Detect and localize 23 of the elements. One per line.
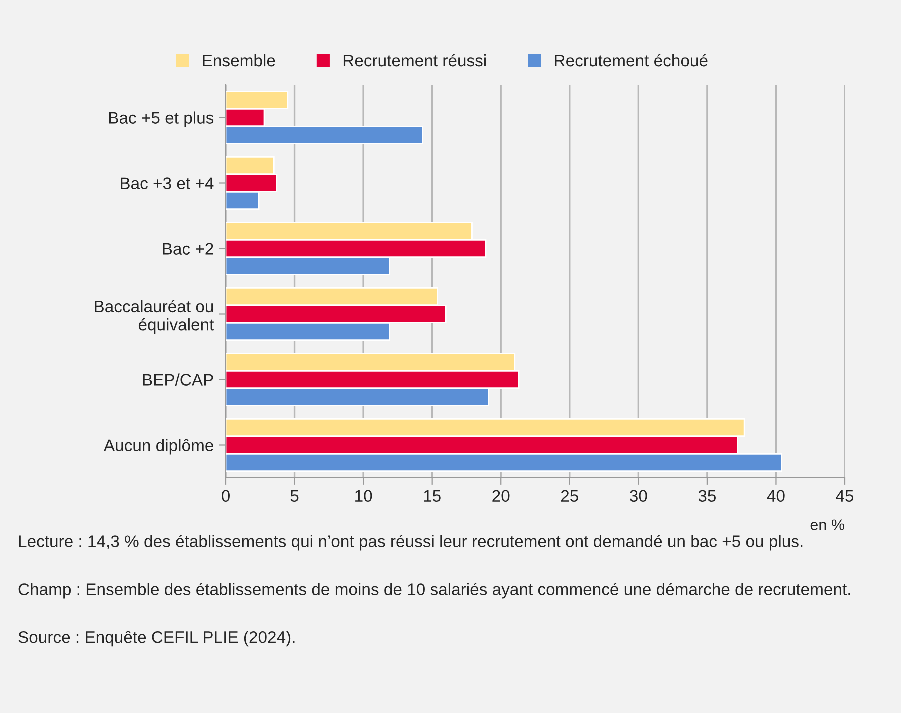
legend-label: Recrutement réussi	[344, 54, 486, 67]
x-tick-label: 45	[836, 490, 854, 502]
x-tick-label: 20	[492, 490, 510, 502]
x-tick-label: 15	[424, 490, 441, 502]
x-tick-label: 5	[290, 490, 299, 502]
y-tick-label: Bac +2	[163, 243, 214, 255]
y-tick-label: BEP/CAP	[143, 374, 214, 386]
x-axis-title: en %	[810, 520, 844, 530]
legend-label: Recrutement échoué	[555, 54, 708, 67]
y-tick-label: Bac +5 et plus	[109, 112, 214, 128]
y-tick-label: Baccalauréat ou équivalent	[95, 300, 214, 334]
y-tick-label: Bac +3 et +4	[121, 178, 214, 190]
x-tick-label: 25	[561, 490, 578, 502]
legend-label: Ensemble	[203, 54, 276, 67]
x-tick-label: 30	[630, 490, 648, 502]
text: Lecture : 14,3 % des établissements qui n’ont pas réussi leur recrutement ont demandé un bac +5 ou plus.	[19, 535, 803, 551]
x-tick-label: 10	[356, 490, 372, 502]
x-tick-label: 40	[767, 490, 785, 502]
x-tick-label: 0	[222, 490, 230, 502]
text: Champ : Ensemble des établissements de moins de 10 salariés ayant commencé une démarche de recrutement.	[18, 583, 850, 599]
y-tick-label: Aucun diplôme	[104, 439, 214, 455]
x-tick-label: 35	[698, 490, 716, 502]
source-note: Source : Enquête CEFIL PLIE (2024).	[18, 631, 295, 647]
